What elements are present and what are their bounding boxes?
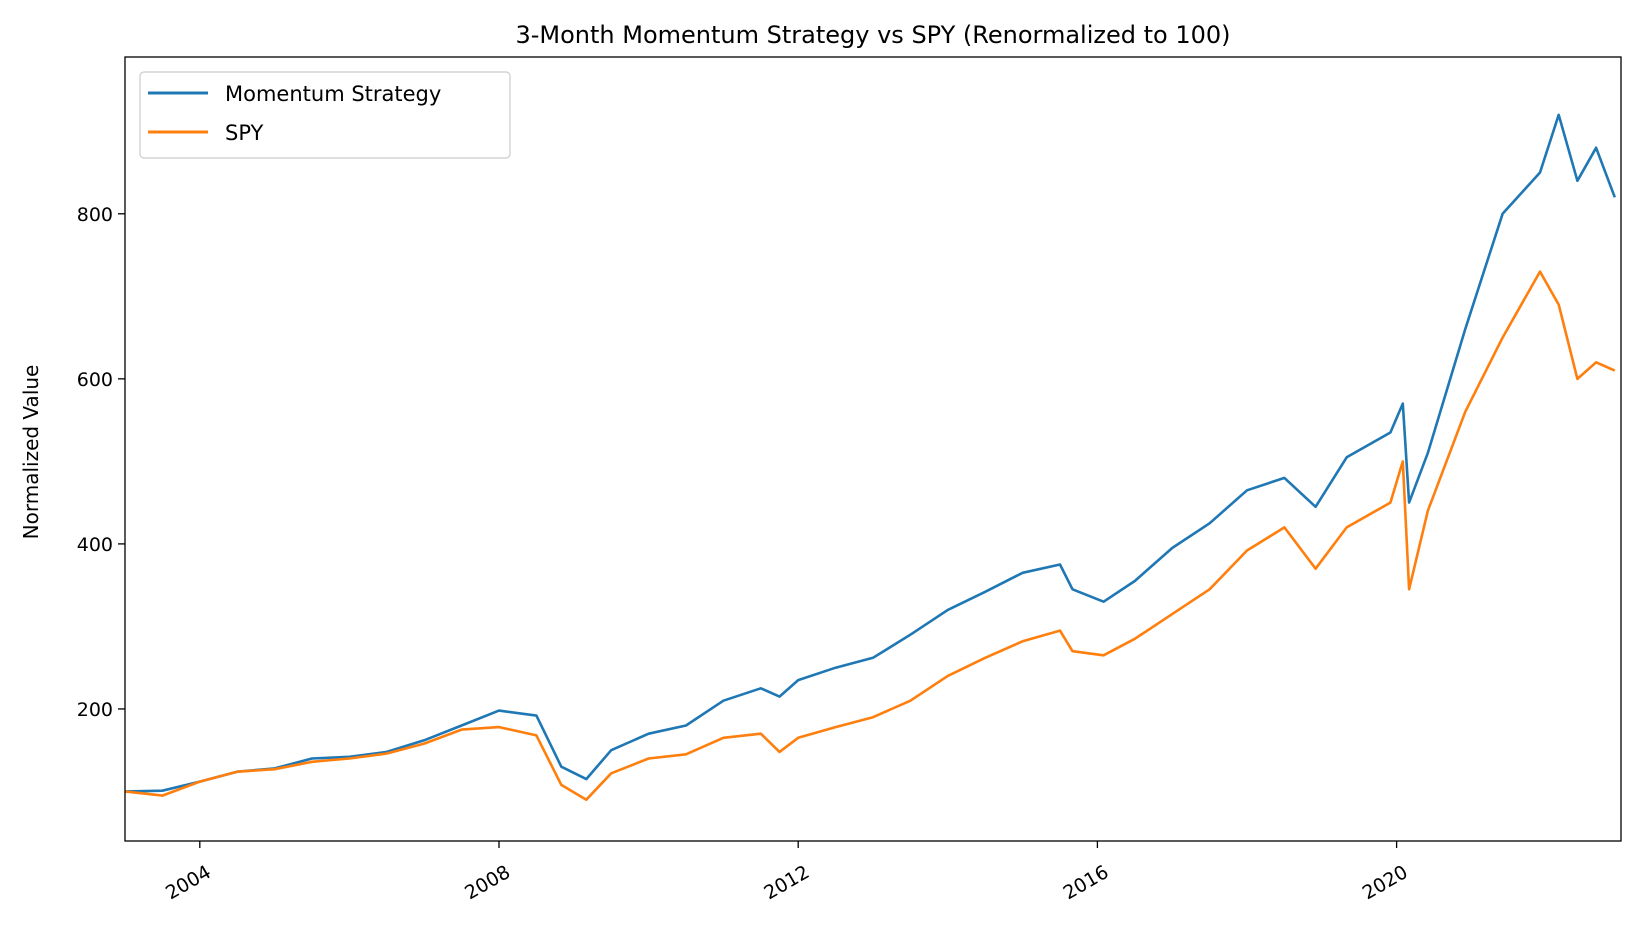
y-axis-label: Normalized Value bbox=[19, 365, 43, 540]
series-line-momentum-strategy bbox=[124, 113, 1617, 793]
series-layer bbox=[124, 113, 1617, 801]
legend-box bbox=[139, 71, 511, 159]
y-tick-label: 400 bbox=[77, 534, 113, 556]
plot-frame bbox=[124, 56, 1622, 842]
legend: Momentum Strategy SPY bbox=[139, 71, 511, 159]
y-tick-label: 600 bbox=[77, 369, 113, 391]
y-axis: 200 400 600 800 bbox=[77, 204, 125, 721]
y-tick-label: 800 bbox=[77, 204, 113, 226]
series-line-spy bbox=[124, 270, 1616, 801]
legend-label-momentum: Momentum Strategy bbox=[225, 82, 441, 106]
legend-label-spy: SPY bbox=[225, 121, 264, 145]
y-tick-label: 200 bbox=[77, 699, 113, 721]
chart-title: 3-Month Momentum Strategy vs SPY (Renorm… bbox=[515, 21, 1230, 49]
